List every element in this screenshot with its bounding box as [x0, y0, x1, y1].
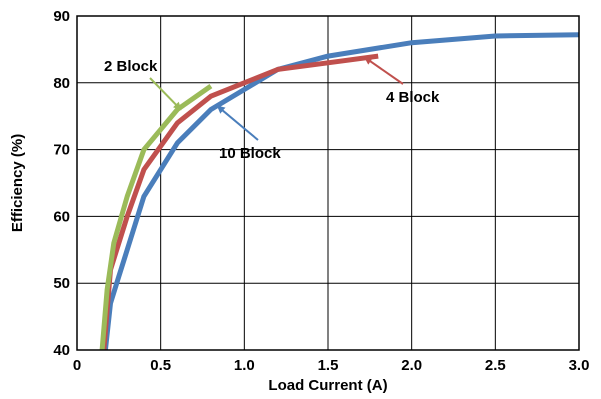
x-axis-title: Load Current (A)	[268, 377, 387, 394]
x-tick-label: 1.0	[234, 357, 255, 374]
y-tick-label: 80	[53, 75, 70, 92]
y-tick-label: 50	[53, 275, 70, 292]
annotation-arrow-4-block	[363, 56, 404, 85]
series-line-10-block	[102, 32, 580, 351]
annotation-label-4-block: 4 Block	[386, 89, 440, 106]
annotation-arrow-2-block	[149, 77, 182, 111]
y-axis-title: Efficiency (%)	[9, 134, 26, 232]
y-tick-label: 60	[53, 208, 70, 225]
y-tick-label: 40	[53, 342, 70, 359]
x-tick-label: 0.5	[150, 357, 171, 374]
annotation-arrow-10-block	[216, 105, 259, 141]
series-line-4-block	[101, 53, 379, 351]
y-tick-label: 70	[53, 142, 70, 159]
x-tick-label: 1.5	[318, 357, 339, 374]
annotation-label-2-block: 2 Block	[104, 58, 158, 75]
tick-labels: 0 0.5 1.0 1.5 2.0 2.5 3.0 40 50 60 70 80 90	[53, 8, 589, 374]
x-tick-label: 3.0	[569, 357, 590, 374]
x-tick-label: 2.0	[401, 357, 422, 374]
y-tick-label: 90	[53, 8, 70, 25]
annotation-label-10-block: 10 Block	[219, 145, 281, 162]
series-layer	[99, 32, 580, 351]
x-tick-label: 2.5	[485, 357, 506, 374]
annotation-layer: 2 Block 10 Block 4 Block	[104, 56, 440, 162]
plot-frame	[76, 15, 580, 351]
x-tick-label: 0	[73, 357, 81, 374]
